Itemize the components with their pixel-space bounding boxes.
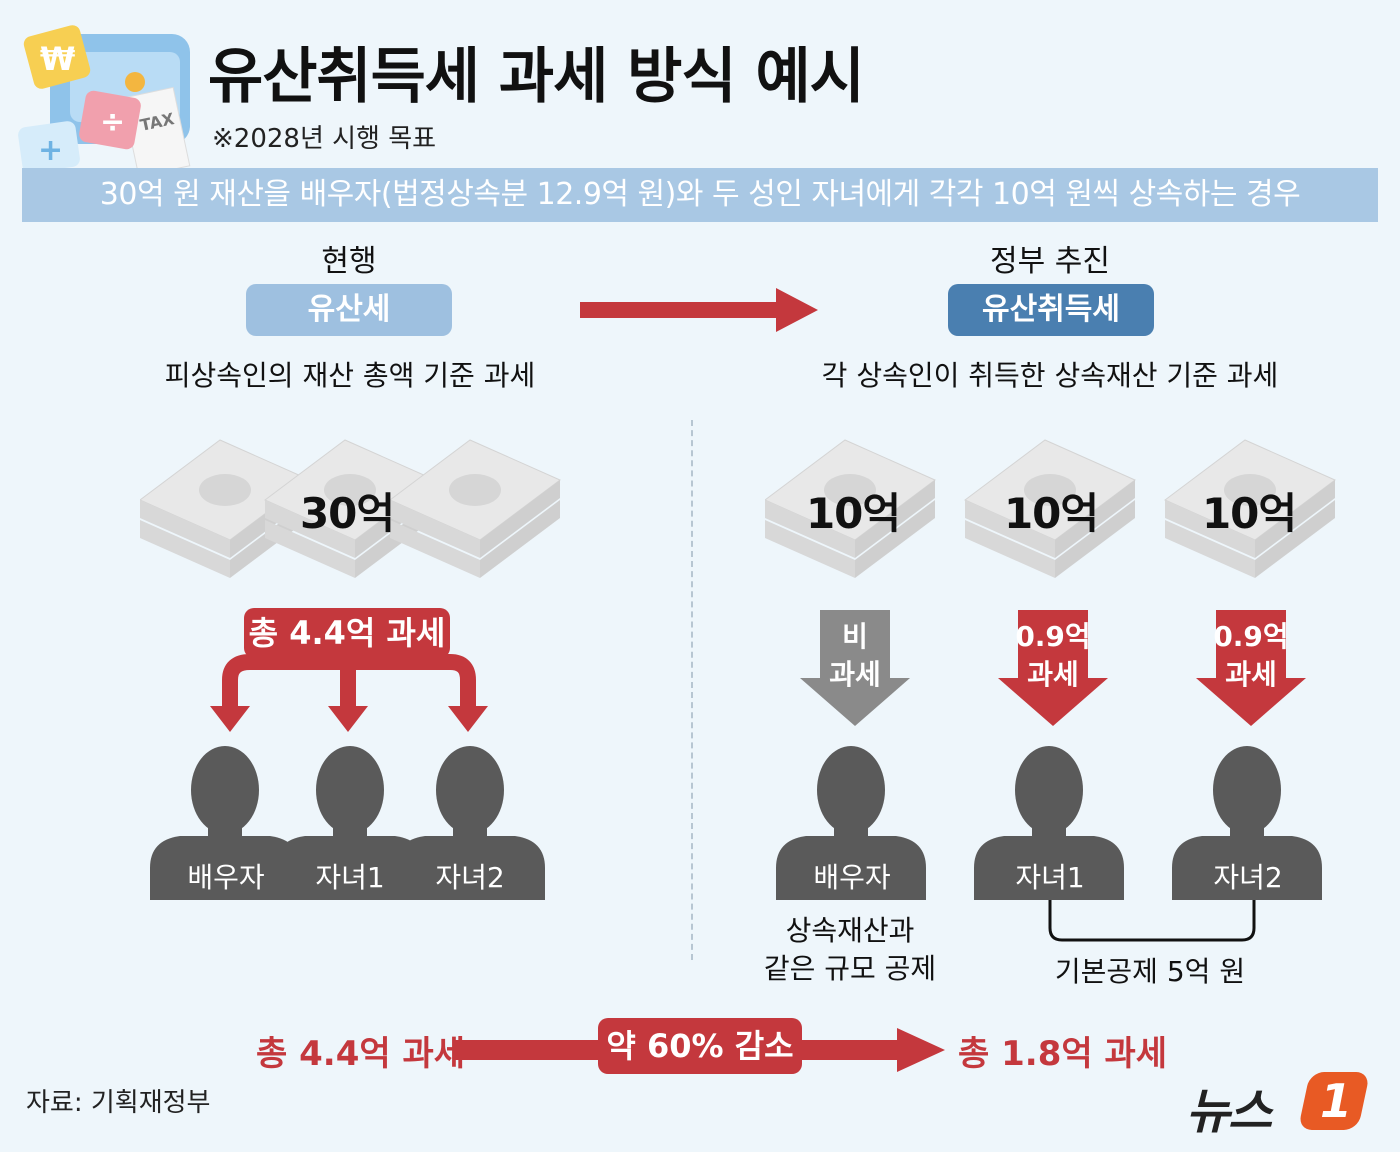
inheritance-tax-pill: 유산취득세 [948,284,1154,336]
before-total-tax: 총 4.4억 과세 [256,1034,466,1074]
inheritance-tax-description: 각 상속인이 취득한 상속재산 기준 과세 [821,359,1279,392]
left-person-spouse: 배우자 [187,861,265,894]
current-label: 현행 [321,244,377,279]
source-credit: 자료: 기획재정부 [26,1088,211,1118]
child2-amount-label: 10억 [1201,489,1297,538]
spouse-arrow-label: 비 과세 [829,620,881,691]
left-person-child1: 자녀1 [315,861,385,894]
proposed-label: 정부 추진 [990,244,1110,279]
children-bracket-icon [1048,900,1256,942]
svg-text:+: + [38,133,63,168]
spouse-deduction-note: 상속재산과 같은 규모 공제 [763,914,937,985]
svg-text:₩: ₩ [40,40,75,78]
spouse-down-arrow-icon [800,610,910,726]
child1-arrow-label: 0.9억 과세 [1015,620,1091,691]
left-total-tax-badge: 총 4.4억 과세 [244,608,450,658]
page-subtitle: ※2028년 시행 목표 [212,124,437,154]
right-person-child2: 자녀2 [1213,861,1283,894]
estate-tax-pill: 유산세 [246,284,452,336]
child1-down-arrow-icon [998,610,1108,726]
news1-logo: 뉴스 1 [1186,1068,1376,1140]
transition-arrow-icon [580,288,818,332]
right-person-child1: 자녀1 [1015,861,1085,894]
estate-tax-description: 피상속인의 재산 총액 기준 과세 [164,359,536,392]
page-title: 유산취득세 과세 방식 예시 [208,42,865,112]
right-person-spouse: 배우자 [813,861,891,894]
svg-text:÷: ÷ [100,105,125,140]
after-total-tax: 총 1.8억 과세 [958,1034,1168,1074]
scenario-banner: 30억 원 재산을 배우자(법정상속분 12.9억 원)와 두 성인 자녀에게 … [22,168,1378,222]
section-divider [691,420,693,960]
reduction-badge: 약 60% 감소 [598,1018,802,1074]
news1-logo-text: 뉴스 [1186,1084,1272,1140]
left-person-child2: 자녀2 [435,861,505,894]
child2-down-arrow-icon [1196,610,1306,726]
tax-illustration-icon: TAX ₩ ÷ + [10,12,200,178]
child1-amount-label: 10억 [1003,489,1099,538]
distribution-arrows-icon [210,654,488,732]
spouse-amount-label: 10억 [805,489,901,538]
children-deduction-note: 기본공제 5억 원 [1054,955,1246,988]
child2-arrow-label: 0.9억 과세 [1213,620,1289,691]
left-amount-label: 30억 [299,489,395,538]
